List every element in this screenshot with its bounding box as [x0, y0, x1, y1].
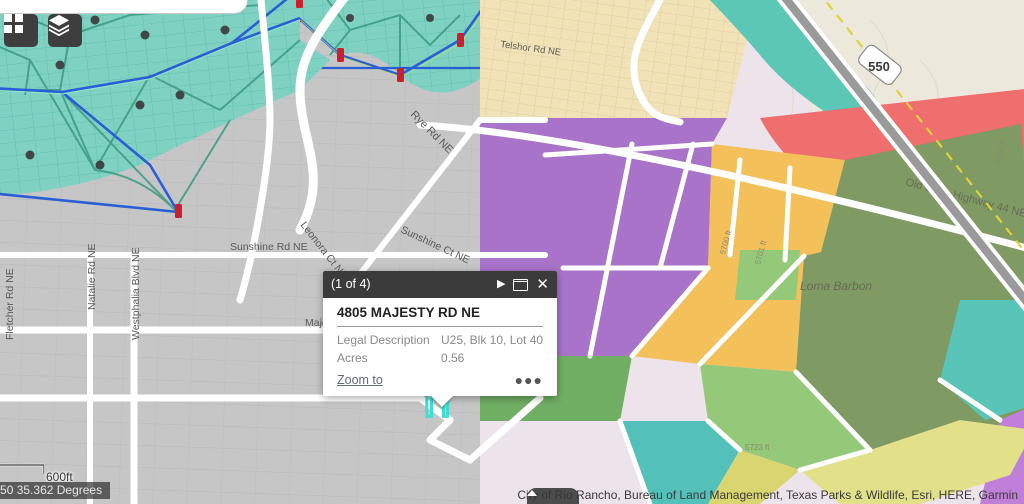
svg-text:Westphalia Blvd NE: Westphalia Blvd NE — [130, 247, 142, 340]
svg-text:550: 550 — [868, 59, 890, 74]
svg-text:Fletcher Rd NE: Fletcher Rd NE — [4, 268, 16, 340]
svg-text:Natalie Rd NE: Natalie Rd NE — [86, 243, 98, 310]
svg-text:5723 ft: 5723 ft — [745, 443, 770, 452]
svg-text:Sunshine Rd NE: Sunshine Rd NE — [230, 241, 308, 253]
svg-text:Loma Barbon: Loma Barbon — [800, 279, 872, 293]
